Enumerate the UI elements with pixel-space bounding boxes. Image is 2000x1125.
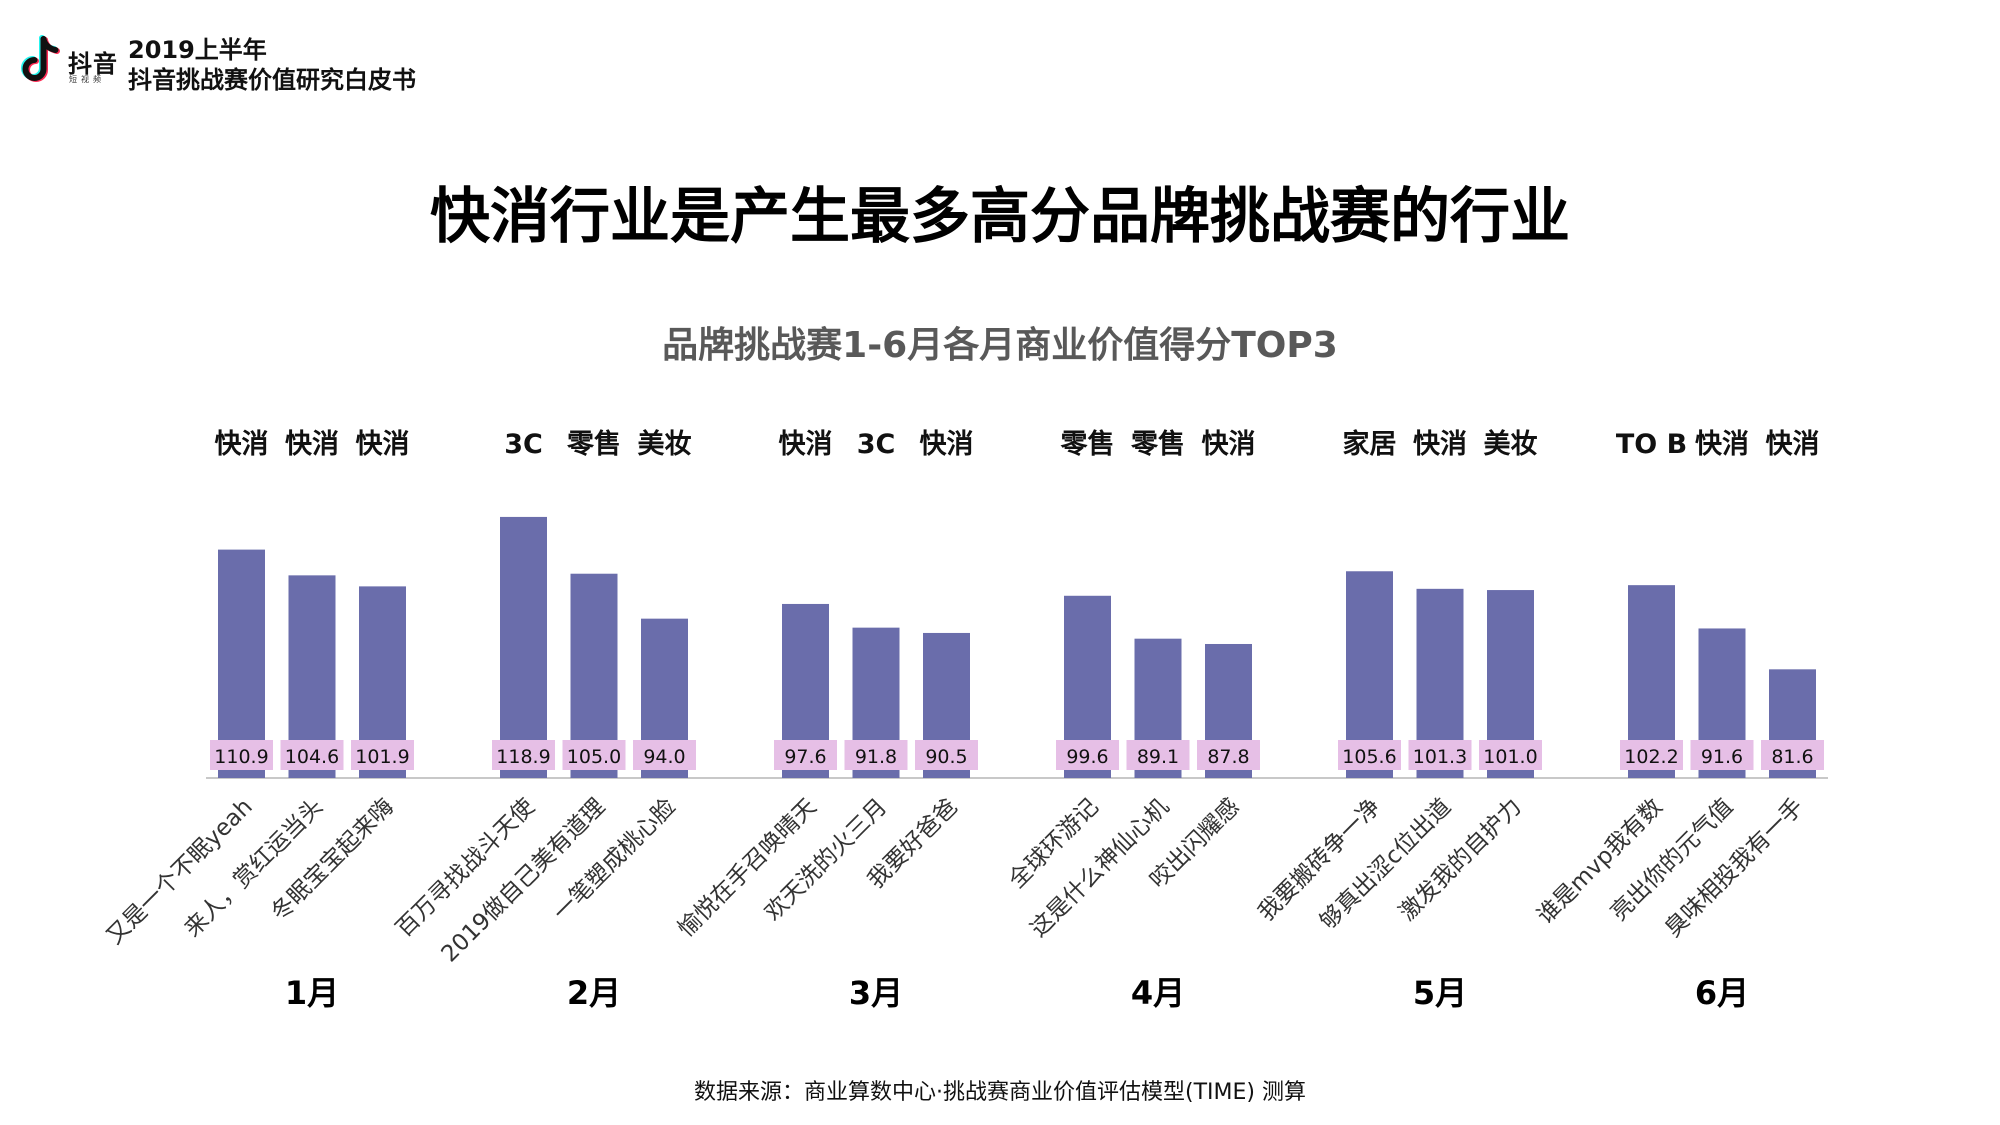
challenge-name-label: 臭味相投我有一手 (1660, 794, 1808, 942)
bar (500, 516, 547, 778)
value-label: 101.0 (1483, 746, 1537, 768)
challenge-name-label: 够真出涩c位出道 (1315, 794, 1456, 935)
value-label-bg (1690, 740, 1754, 770)
bar-chart: 品牌挑战赛1-6月各月商业价值得分TOP3110.9快消又是一个不眠yeah10… (102, 325, 1828, 1012)
value-label: 110.9 (214, 746, 268, 768)
month-label: 5月 (1413, 974, 1467, 1012)
industry-label: 零售 (566, 428, 621, 460)
value-label-bg (492, 740, 555, 770)
industry-label: 美妆 (1484, 428, 1538, 460)
value-label-bg (210, 740, 273, 770)
value-label: 101.9 (355, 746, 409, 768)
value-label: 101.3 (1413, 746, 1467, 768)
value-label-bg (1620, 740, 1683, 770)
month-label: 2月 (567, 974, 621, 1012)
value-label-bg (280, 740, 344, 770)
value-label: 104.6 (285, 746, 339, 768)
value-label-bg (844, 740, 908, 770)
value-label-bg (774, 740, 837, 770)
industry-label: 快消 (779, 429, 833, 460)
value-label-bg (1056, 740, 1119, 770)
value-label: 105.6 (1342, 746, 1396, 768)
brand-header: 抖音 短视频 2019上半年 抖音挑战赛价值研究白皮书 (16, 28, 436, 98)
industry-label: 零售 (1060, 428, 1115, 460)
value-label: 99.6 (1066, 746, 1108, 768)
value-label: 105.0 (567, 746, 621, 768)
report-year: 2019上半年 (128, 36, 267, 64)
value-label-bg (351, 740, 414, 770)
value-label: 118.9 (496, 746, 550, 768)
challenge-name-label: 欢天洗的火三月 (760, 794, 892, 926)
value-label: 87.8 (1207, 746, 1249, 768)
month-label: 3月 (849, 974, 903, 1012)
industry-label: 快消 (356, 429, 410, 460)
report-title: 抖音挑战赛价值研究白皮书 (128, 66, 416, 94)
value-label: 91.8 (855, 746, 897, 768)
industry-label: 快消 (1766, 429, 1820, 460)
value-label: 81.6 (1771, 746, 1813, 768)
data-source-note: 数据来源：商业算数中心·挑战赛商业价值评估模型(TIME) 测算 (694, 1080, 1306, 1105)
industry-label: 3C (857, 429, 896, 460)
value-label: 102.2 (1624, 746, 1678, 768)
industry-label: 3C (504, 429, 543, 460)
challenge-name-label: 我要搬砖争一净 (1254, 794, 1386, 926)
value-label-bg (633, 740, 696, 770)
value-label-bg (1126, 740, 1190, 770)
challenge-name-label: 亮出你的元气值 (1606, 794, 1738, 926)
industry-label: 快消 (920, 429, 974, 460)
value-label: 90.5 (925, 746, 967, 768)
tiktok-note-icon (21, 35, 60, 82)
challenge-name-label: 冬眠宝宝起来嗨 (267, 794, 399, 926)
value-label-bg (562, 740, 626, 770)
industry-label: 零售 (1130, 428, 1185, 460)
month-label: 6月 (1695, 974, 1749, 1012)
industry-label: 快消 (285, 429, 339, 460)
logo-subtitle: 短视频 (69, 75, 105, 84)
challenge-name-label: 激发我的自护力 (1395, 794, 1527, 926)
industry-label: 快消 (1413, 429, 1467, 460)
chart-title: 品牌挑战赛1-6月各月商业价值得分TOP3 (662, 325, 1338, 366)
logo-name: 抖音 (68, 50, 118, 78)
value-label-bg (1338, 740, 1401, 770)
challenge-name-label: 一笔塑成桃心脸 (549, 794, 681, 926)
value-label: 91.6 (1701, 746, 1743, 768)
month-label: 1月 (285, 974, 339, 1012)
value-label-bg (1761, 740, 1824, 770)
challenge-name-label: 谁是mvp我有数 (1532, 794, 1667, 929)
value-label: 89.1 (1137, 746, 1179, 768)
value-label-bg (1197, 740, 1260, 770)
industry-label: 美妆 (638, 428, 692, 460)
value-label: 97.6 (784, 746, 826, 768)
value-label-bg (1408, 740, 1472, 770)
industry-label: 快消 (215, 429, 269, 460)
industry-label: 快消 (1695, 429, 1749, 460)
bar (218, 549, 265, 778)
industry-label: 家居 (1343, 428, 1397, 460)
value-label: 94.0 (643, 746, 685, 768)
industry-label: TO B (1616, 429, 1687, 460)
value-label-bg (1479, 740, 1542, 770)
industry-label: 快消 (1202, 429, 1256, 460)
page-title: 快消行业是产生最多高分品牌挑战赛的行业 (430, 182, 1570, 252)
month-label: 4月 (1131, 974, 1185, 1012)
value-label-bg (915, 740, 978, 770)
